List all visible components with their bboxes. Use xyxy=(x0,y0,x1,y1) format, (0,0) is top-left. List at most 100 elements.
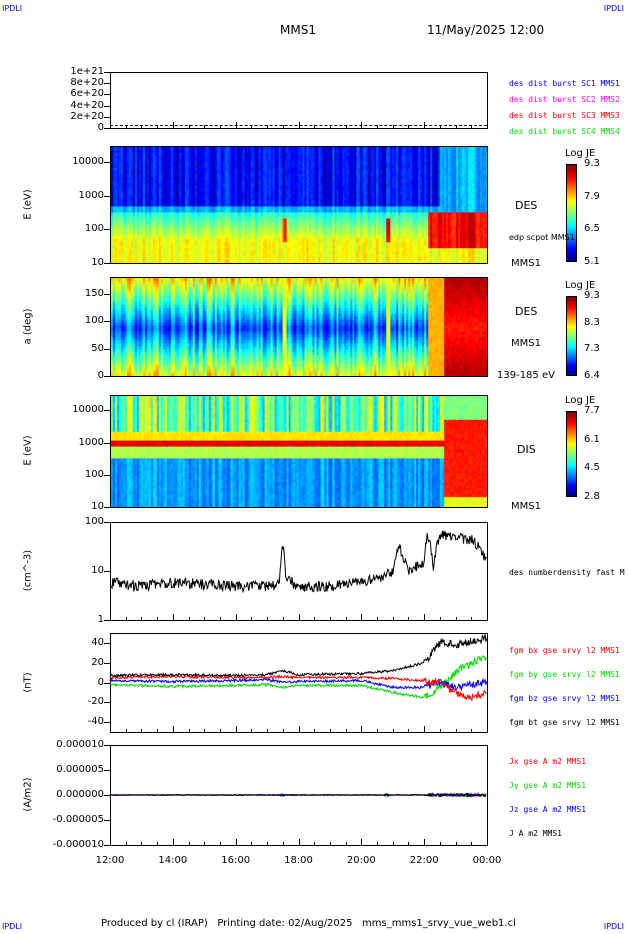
y-tick-label: 1e+21 xyxy=(70,66,104,77)
x-tick-mark xyxy=(329,842,331,845)
panel-des-energy-frame xyxy=(110,146,488,264)
x-tick-mark xyxy=(314,842,316,845)
y-tick-mark xyxy=(104,162,110,164)
y-tick-label: 8e+20 xyxy=(70,77,104,89)
y-tick-label: 10000 xyxy=(72,156,104,168)
x-tick-mark xyxy=(235,614,237,620)
y-tick-mark xyxy=(104,642,110,644)
x-tick-mark xyxy=(487,501,488,507)
x-tick-mark xyxy=(487,257,488,263)
y-axis-label: (cm^-3) xyxy=(22,549,34,592)
y-tick-mark xyxy=(104,229,110,231)
legend-entry: des dist burst SC1 MMS1 xyxy=(509,79,620,88)
x-tick-mark xyxy=(439,617,441,620)
spectrogram-des-energy xyxy=(111,147,487,263)
x-tick-label: 18:00 xyxy=(284,855,313,866)
y-axis-label: E (eV) xyxy=(22,435,34,466)
x-tick-mark xyxy=(314,125,316,128)
y-axis-label: E (eV) xyxy=(22,188,34,220)
x-tick-mark xyxy=(110,370,111,376)
x-tick-mark xyxy=(455,617,457,620)
y-tick-label: 2e+20 xyxy=(70,110,104,122)
x-tick-mark xyxy=(282,729,284,732)
panel-burst-frame xyxy=(110,72,488,129)
x-tick-mark xyxy=(125,125,127,128)
y-tick-label: 1000 xyxy=(78,436,104,448)
x-tick-mark xyxy=(408,125,410,128)
x-tick-mark xyxy=(392,729,394,732)
x-tick-mark xyxy=(329,125,331,128)
x-tick-mark xyxy=(487,122,488,128)
y-tick-label: -20 xyxy=(87,696,104,708)
x-tick-mark xyxy=(298,726,300,732)
y-tick-mark xyxy=(104,522,110,523)
y-tick-mark xyxy=(104,195,110,197)
x-tick-mark xyxy=(377,617,379,620)
x-tick-mark xyxy=(110,726,111,732)
x-tick-mark xyxy=(157,125,159,128)
x-tick-mark xyxy=(188,617,190,620)
datetime-title: 11/May/2025 12:00 xyxy=(427,23,545,37)
x-tick-mark xyxy=(487,614,488,620)
x-tick-mark xyxy=(408,729,410,732)
colorbar xyxy=(566,411,577,497)
panel-side-label: MMS1 xyxy=(511,501,541,512)
y-tick-mark xyxy=(104,507,110,508)
x-tick-mark xyxy=(377,729,379,732)
x-tick-mark xyxy=(345,842,347,845)
x-tick-mark xyxy=(424,839,426,845)
x-tick-mark xyxy=(188,125,190,128)
x-tick-mark xyxy=(235,839,237,845)
panel-dis-energy-frame xyxy=(110,395,488,508)
y-tick-label: 10000 xyxy=(72,404,104,416)
y-tick-label: 0 xyxy=(97,370,104,381)
y-tick-mark xyxy=(104,682,110,684)
legend-entry: fgm bx gse srvy l2 MMS1 xyxy=(509,646,620,655)
y-axis-label: (nT) xyxy=(22,671,34,693)
x-tick-mark xyxy=(408,617,410,620)
colorbar-tick: 4.5 xyxy=(584,462,600,474)
colorbar-tick: 7.9 xyxy=(584,190,600,202)
x-tick-mark xyxy=(314,729,316,732)
y-tick-label: 100 xyxy=(84,516,104,527)
footer-text: Produced by cl (IRAP) Printing date: 02/… xyxy=(101,918,516,929)
x-tick-mark xyxy=(361,614,363,620)
y-tick-mark xyxy=(104,83,110,85)
corner-label-bl: IPDLI xyxy=(2,922,23,931)
x-tick-mark xyxy=(471,617,473,620)
x-tick-mark xyxy=(141,617,143,620)
y-tick-mark xyxy=(104,845,110,846)
x-tick-mark xyxy=(125,729,127,732)
y-tick-label: 100 xyxy=(84,315,104,326)
y-tick-label: 1000 xyxy=(78,189,104,201)
x-tick-mark xyxy=(219,125,221,128)
x-tick-mark xyxy=(377,842,379,845)
x-tick-mark xyxy=(471,729,473,732)
x-tick-mark xyxy=(455,125,457,128)
y-tick-mark xyxy=(104,105,110,107)
y-tick-label: 1 xyxy=(97,614,104,625)
x-tick-mark xyxy=(235,726,237,732)
colorbar-tick: 7.7 xyxy=(584,405,600,416)
plot-density xyxy=(109,530,487,594)
x-tick-label: 12:00 xyxy=(95,855,125,866)
x-tick-mark xyxy=(141,729,143,732)
zero-line xyxy=(110,125,487,126)
panel-side-label: MMS1 xyxy=(511,258,541,269)
legend-entry: Jy gse A m2 MMS1 xyxy=(509,781,587,790)
y-tick-mark xyxy=(104,474,110,476)
plot-current-density xyxy=(109,792,487,798)
x-tick-mark xyxy=(251,125,253,128)
x-tick-mark xyxy=(487,839,488,845)
x-tick-mark xyxy=(298,839,300,845)
y-tick-label: 0.000005 xyxy=(56,764,104,775)
y-tick-mark xyxy=(104,263,110,264)
x-tick-mark xyxy=(361,726,363,732)
y-tick-label: 4e+20 xyxy=(70,99,104,111)
y-tick-label: 0 xyxy=(97,676,104,688)
y-tick-mark xyxy=(104,348,110,350)
colorbar xyxy=(566,164,577,262)
x-tick-mark xyxy=(345,617,347,620)
x-tick-mark xyxy=(219,729,221,732)
